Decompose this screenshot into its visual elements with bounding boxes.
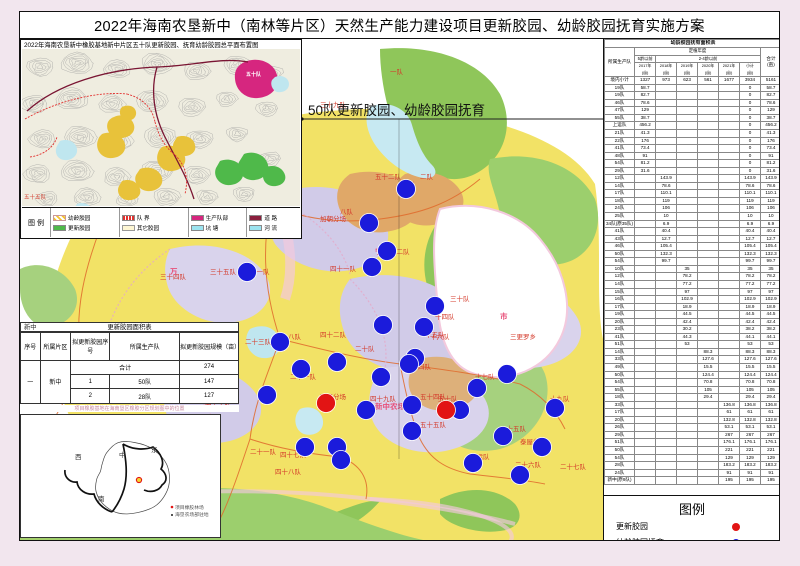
svg-text:项目橡胶林场: 项目橡胶林场 bbox=[175, 504, 204, 511]
svg-text:四十一队: 四十一队 bbox=[330, 264, 357, 273]
svg-text:一队: 一队 bbox=[390, 67, 404, 76]
svg-text:二十一队: 二十一队 bbox=[250, 447, 277, 456]
svg-text:市: 市 bbox=[500, 311, 508, 321]
svg-text:加朝分场: 加朝分场 bbox=[320, 214, 347, 223]
svg-text:中: 中 bbox=[119, 450, 126, 459]
svg-text:二十三队: 二十三队 bbox=[245, 337, 272, 346]
svg-text:三更罗乡: 三更罗乡 bbox=[510, 333, 536, 341]
svg-text:四十二队: 四十二队 bbox=[320, 330, 347, 339]
svg-text:万: 万 bbox=[170, 267, 178, 276]
svg-text:五十二队: 五十二队 bbox=[375, 172, 402, 181]
svg-text:三十队: 三十队 bbox=[450, 294, 470, 303]
svg-text:五十五队: 五十五队 bbox=[24, 193, 47, 201]
svg-text:二十队: 二十队 bbox=[355, 344, 375, 353]
svg-text:二队: 二队 bbox=[420, 172, 434, 181]
svg-text:南: 南 bbox=[98, 494, 105, 503]
svg-text:三十五队: 三十五队 bbox=[210, 267, 237, 276]
svg-text:八队: 八队 bbox=[340, 207, 354, 216]
svg-text:东: 东 bbox=[151, 445, 158, 454]
svg-text:新中农场: 新中农场 bbox=[375, 401, 405, 411]
svg-text:四十八队: 四十八队 bbox=[275, 467, 302, 476]
svg-text:海垦农场部驻地: 海垦农场部驻地 bbox=[175, 511, 209, 518]
svg-text:五十五队: 五十五队 bbox=[420, 420, 447, 429]
svg-text:五十队: 五十队 bbox=[246, 71, 261, 78]
svg-text:西: 西 bbox=[75, 453, 82, 461]
svg-text:二十七队: 二十七队 bbox=[560, 462, 587, 471]
svg-text:50队更新胶园、幼龄胶园抚育: 50队更新胶园、幼龄胶园抚育 bbox=[308, 102, 485, 118]
